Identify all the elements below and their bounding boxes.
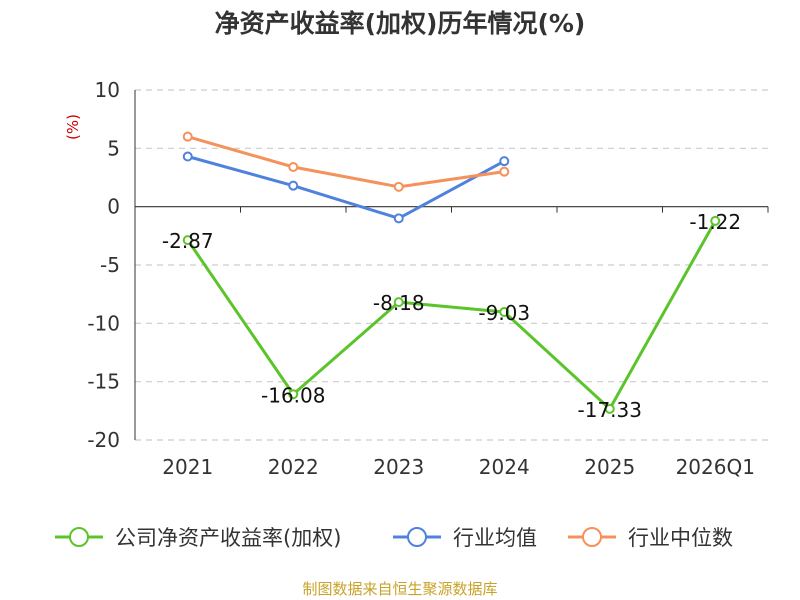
data-point-2	[393, 181, 404, 192]
grid-lines	[135, 89, 768, 441]
data-point-2	[182, 131, 193, 142]
data-point-1	[499, 156, 510, 167]
legend-marker-2	[582, 527, 602, 547]
data-point-1	[393, 213, 404, 224]
y-tick-label: -5	[100, 253, 120, 277]
x-tick-label: 2024	[479, 455, 530, 479]
legend-label-1: 行业均值	[453, 526, 537, 550]
legend-label-0: 公司净资产收益率(加权)	[115, 526, 341, 550]
data-point-0	[182, 235, 193, 246]
data-label: -17.33	[578, 398, 642, 422]
data-point-0	[604, 403, 615, 414]
data-point-0	[288, 389, 299, 400]
series-line-2	[187, 135, 505, 189]
data-source-note: 制图数据来自恒生聚源数据库	[302, 580, 498, 598]
series-line-1	[187, 155, 505, 220]
data-point-2	[499, 166, 510, 177]
data-label: -9.03	[478, 301, 530, 325]
x-tick-label: 2025	[584, 455, 635, 479]
y-tick-label: -15	[87, 370, 120, 394]
data-point-1	[182, 151, 193, 162]
y-tick-label: 10	[95, 78, 120, 102]
y-tick-label: 5	[107, 136, 120, 160]
data-point-1	[288, 180, 299, 191]
chart-title: 净资产收益率(加权)历年情况(%)	[214, 9, 586, 38]
data-point-2	[288, 162, 299, 172]
y-tick-label: 0	[107, 195, 120, 219]
data-label: -16.08	[261, 383, 325, 407]
x-tick-label: 2023	[373, 455, 424, 479]
axes: 10 5 0 -5 -10 -15 -20 2021 2022 2023 2024 2025 2026Q…	[64, 78, 769, 479]
data-point-0	[710, 215, 721, 226]
x-tick-label: 2022	[268, 455, 319, 479]
y-axis-unit: (%)	[64, 114, 82, 140]
series-group	[182, 131, 721, 414]
legend-label-2: 行业中位数	[628, 526, 733, 550]
y-tick-label: -10	[87, 311, 120, 335]
data-label: -8.18	[373, 291, 425, 315]
data-label: -2.87	[162, 229, 214, 253]
legend: 公司净资产收益率(加权) 行业均值 行业中位数	[55, 526, 733, 550]
legend-marker-0	[69, 527, 89, 547]
x-tick-label: 2026Q1	[676, 455, 755, 479]
series-line-0	[186, 220, 717, 411]
x-tick-label: 2021	[162, 455, 213, 479]
data-labels: -2.87 -16.08 -8.18 -9.03 -17.33 -1.22	[162, 210, 741, 422]
y-tick-label: -20	[87, 428, 120, 452]
data-point-0	[393, 297, 404, 308]
legend-marker-1	[407, 527, 427, 547]
data-point-0	[499, 307, 510, 318]
data-label: -1.22	[689, 210, 741, 234]
